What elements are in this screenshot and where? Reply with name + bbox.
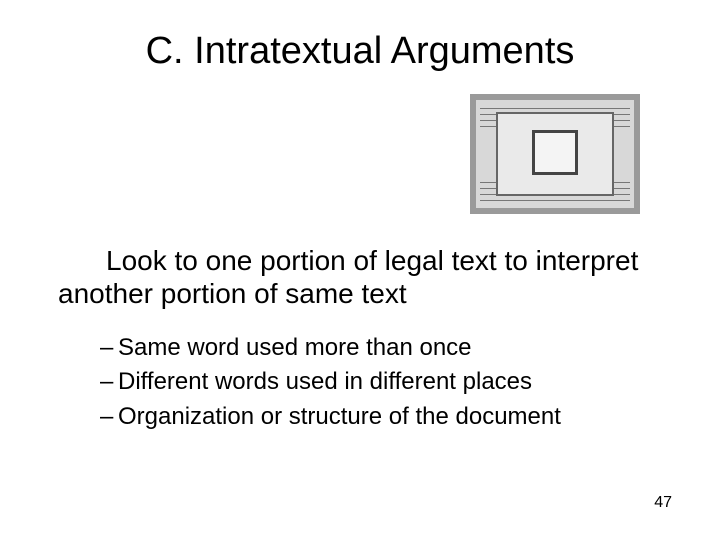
slide: C. Intratextual Arguments Look to one po… bbox=[0, 0, 720, 540]
list-item: –Organization or structure of the docume… bbox=[100, 401, 660, 433]
page-number: 47 bbox=[654, 494, 672, 512]
body-paragraph: Look to one portion of legal text to int… bbox=[58, 244, 662, 310]
bullet-list: –Same word used more than once –Differen… bbox=[100, 332, 660, 435]
slide-title: C. Intratextual Arguments bbox=[68, 30, 652, 73]
bullet-text: Organization or structure of the documen… bbox=[118, 403, 561, 430]
slide-body: Look to one portion of legal text to int… bbox=[58, 244, 662, 310]
document-icon bbox=[470, 94, 640, 214]
bullet-text: Different words used in different places bbox=[118, 368, 532, 395]
slide-image bbox=[470, 94, 640, 214]
list-item: –Same word used more than once bbox=[100, 332, 660, 364]
list-item: –Different words used in different place… bbox=[100, 366, 660, 398]
bullet-text: Same word used more than once bbox=[118, 334, 472, 361]
